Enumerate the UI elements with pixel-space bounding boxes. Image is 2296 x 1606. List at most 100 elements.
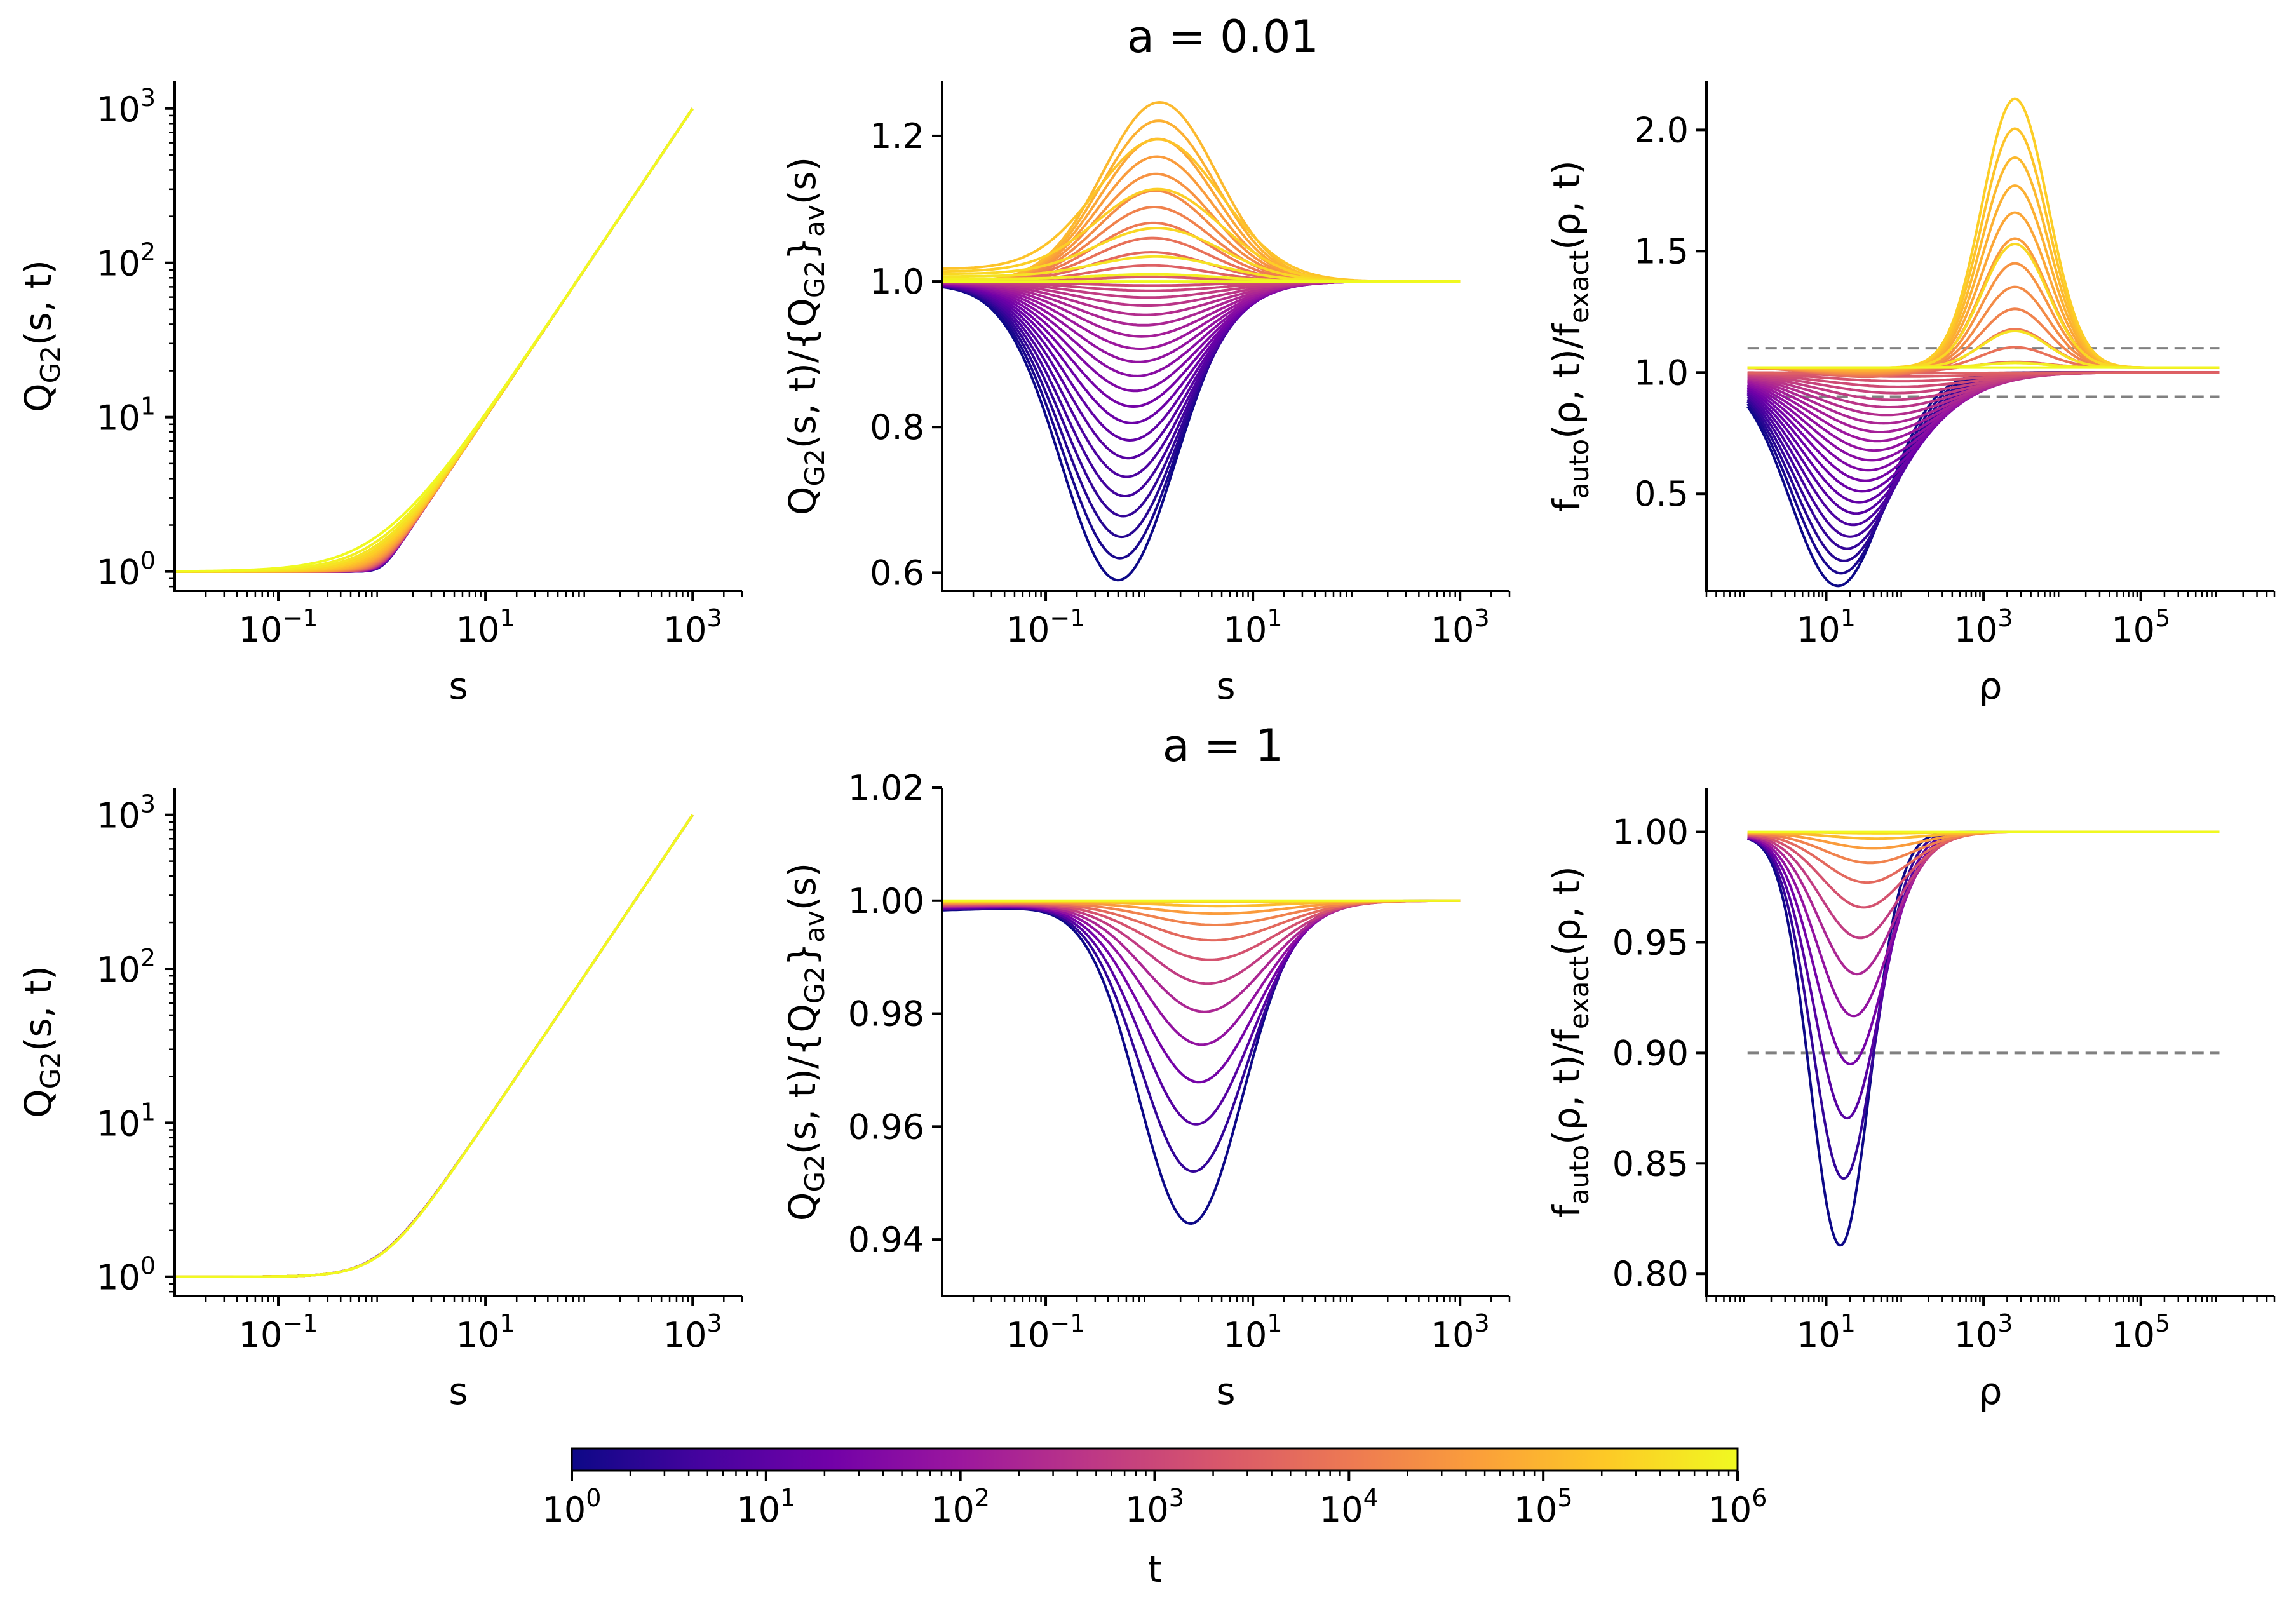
series-line-1 [175,107,694,573]
x-minor-ticks [1705,591,2276,597]
series-line-21 [175,107,694,573]
series-line-3 [942,899,1461,1084]
series-line-20 [175,107,694,573]
x-axis-label: ρ [1979,665,2002,708]
series-line-11 [175,814,694,1278]
x-tick-label-1: 103 [1954,1309,2013,1355]
series-line-26 [175,107,694,573]
series-line-24 [175,107,694,573]
y-tick-label-3: 1.2 [870,116,924,156]
x-tick-label-2: 103 [1431,1309,1490,1355]
series-line-1 [175,814,694,1278]
series-line-16 [175,107,694,573]
panel-r1c0: 10−1 101 103 100 101 102 103 s QG2(s, t) [17,788,743,1413]
y-tick-label-4: 1.02 [848,768,924,808]
series-line-14 [175,107,694,573]
axis-spines [173,81,742,592]
series-line-10 [175,107,694,573]
panel-r1c2: 101 103 105 0.80 0.85 0.90 0.95 1.00 ρ fauto(ρ, t… [1545,788,2276,1413]
x-tick-label-0: 101 [1797,604,1856,650]
y-tick-label-0: 0.94 [848,1220,924,1260]
series-line-33 [1747,156,2220,371]
series-line-6 [175,814,694,1278]
y-axis-label: fauto(ρ, t)/fexact(ρ, t) [1545,160,1595,512]
y-tick-label-0: 100 [97,547,156,593]
series-line-7 [175,107,694,573]
x-tick-label-1: 103 [1954,604,2013,650]
series-line-9 [175,107,694,573]
series-line-2 [175,814,694,1278]
y-ticks: 100 101 102 103 [97,84,175,593]
series-line-0 [175,814,694,1278]
series-line-12 [175,814,694,1278]
series-line-5 [1747,830,2220,976]
series-line-15 [175,107,694,573]
panel-r0c2: 101 103 105 0.5 1.0 1.5 2.0 ρ fauto(ρ, t)/fexact… [1545,81,2276,708]
x-tick-label-2: 103 [1431,604,1490,650]
series-line-2 [1746,371,2220,562]
series-line-4 [175,107,694,573]
y-tick-label-2: 102 [97,944,156,990]
series-line-33 [175,107,694,573]
y-minor-ticks [169,821,175,1293]
y-tick-label-0: 0.5 [1634,474,1689,514]
axis-spines [173,788,742,1297]
x-minor-ticks [205,591,743,597]
y-minor-ticks [169,114,175,588]
series-group [175,814,694,1278]
colorbar-ticks: 100 101 102 103 104 105 106 [543,1471,1767,1530]
series-line-5 [1746,371,2220,527]
x-tick-label-1: 101 [1224,1309,1283,1355]
series-line-19 [175,107,694,573]
series-line-36 [175,107,694,573]
series-line-30 [175,107,694,573]
series-line-12 [175,107,694,573]
y-ticks: 0.80 0.85 0.90 0.95 1.00 [1612,813,1706,1294]
series-line-13 [175,814,694,1278]
series-line-37 [175,107,694,573]
x-axis-label: s [449,665,468,708]
x-ticks: 10−1 101 103 [1006,1296,1490,1355]
x-tick-label-0: 10−1 [1006,1309,1086,1355]
y-tick-label-3: 1.00 [848,881,924,921]
series-line-1 [942,899,1461,1173]
series-line-30 [1747,237,2220,374]
y-ticks: 0.6 0.8 1.0 1.2 [870,116,942,593]
colorbar-tick-label-6: 106 [1708,1484,1767,1530]
x-tick-label-2: 105 [2111,1309,2170,1355]
y-ticks: 100 101 102 103 [97,790,175,1298]
series-line-6 [175,107,694,573]
x-tick-label-0: 10−1 [1006,604,1086,650]
series-line-7 [175,814,694,1278]
y-tick-label-4: 1.00 [1612,813,1689,853]
colorbar-label: t [1148,1548,1163,1591]
x-tick-label-2: 103 [663,604,722,650]
series-line-38 [175,107,694,573]
x-axis-label: ρ [1979,1370,2002,1413]
series-line-5 [942,899,1461,1013]
y-ticks: 0.5 1.0 1.5 2.0 [1634,110,1706,514]
x-axis-label: s [1216,665,1235,708]
y-tick-label-1: 0.96 [848,1107,924,1147]
series-line-8 [175,814,694,1278]
colorbar-tick-label-4: 104 [1320,1484,1379,1530]
x-tick-label-0: 101 [1797,1309,1856,1355]
series-group [942,100,1461,582]
series-line-4 [175,814,694,1278]
series-line-28 [175,107,694,573]
series-line-27 [175,107,694,573]
x-tick-label-1: 101 [456,604,515,650]
y-tick-label-3: 0.95 [1612,922,1689,962]
series-group [175,107,694,573]
colorbar-gradient [571,1447,1739,1472]
colorbar: 100 101 102 103 104 105 106 t [543,1447,1767,1591]
series-line-10 [175,814,694,1278]
x-axis-label: s [1216,1370,1235,1413]
y-axis-label: fauto(ρ, t)/fexact(ρ, t) [1545,866,1595,1218]
y-tick-label-1: 1.0 [1634,353,1689,393]
x-minor-ticks [1705,1296,2276,1302]
series-line-8 [175,107,694,573]
series-line-5 [175,107,694,573]
